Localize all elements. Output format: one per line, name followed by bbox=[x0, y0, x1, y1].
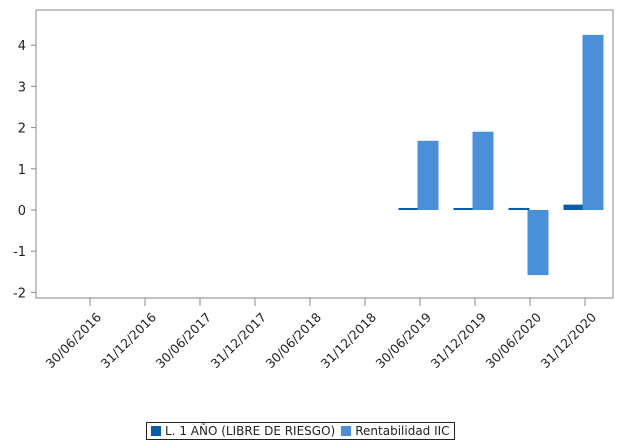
plot-area-frame bbox=[35, 9, 614, 299]
y-tick-label: 0 bbox=[18, 204, 26, 219]
legend-item-risk-free: L. 1 AÑO (LIBRE DE RIESGO) bbox=[151, 424, 335, 438]
x-tick-label: 31/12/2020 bbox=[538, 309, 600, 371]
x-tick-label: 31/12/2019 bbox=[428, 309, 490, 371]
bar-rentabilidad bbox=[582, 34, 604, 211]
x-tick-label: 30/06/2017 bbox=[153, 310, 215, 372]
bar-risk-free bbox=[508, 207, 530, 210]
bar-rentabilidad bbox=[527, 210, 549, 276]
x-axis-ticks: 30/06/201631/12/201630/06/201731/12/2017… bbox=[43, 298, 600, 372]
bar-risk-free bbox=[398, 208, 420, 210]
bar-rentabilidad bbox=[417, 140, 439, 210]
legend-label-risk-free: L. 1 AÑO (LIBRE DE RIESGO) bbox=[165, 424, 336, 438]
y-axis-ticks: 4 3 2 1 0 -1 -2 bbox=[13, 39, 36, 301]
y-tick-label: 3 bbox=[18, 80, 26, 95]
legend: L. 1 AÑO (LIBRE DE RIESGO) Rentabilidad … bbox=[146, 422, 455, 440]
x-tick-label: 31/12/2018 bbox=[318, 309, 380, 371]
x-tick-label: 31/12/2017 bbox=[208, 310, 270, 372]
legend-item-rentabilidad: Rentabilidad IIC bbox=[341, 424, 450, 438]
x-tick-label: 30/06/2016 bbox=[43, 309, 105, 371]
x-tick-label: 30/06/2020 bbox=[483, 309, 545, 371]
bar-risk-free bbox=[453, 208, 475, 210]
legend-swatch-risk-free bbox=[151, 426, 161, 436]
bars bbox=[398, 34, 604, 276]
legend-label-rentabilidad: Rentabilidad IIC bbox=[355, 424, 450, 438]
y-tick-label: 1 bbox=[18, 163, 26, 178]
y-tick-label: 2 bbox=[18, 122, 26, 137]
x-tick-label: 30/06/2019 bbox=[373, 309, 435, 371]
bar-risk-free bbox=[563, 204, 585, 210]
y-tick-label: -2 bbox=[13, 286, 26, 301]
bar-rentabilidad bbox=[472, 131, 494, 210]
legend-swatch-rentabilidad bbox=[341, 426, 352, 436]
y-tick-label: -1 bbox=[13, 245, 26, 260]
y-tick-label: 4 bbox=[18, 39, 26, 54]
x-tick-label: 30/06/2018 bbox=[263, 309, 325, 371]
x-tick-label: 31/12/2016 bbox=[98, 309, 160, 371]
